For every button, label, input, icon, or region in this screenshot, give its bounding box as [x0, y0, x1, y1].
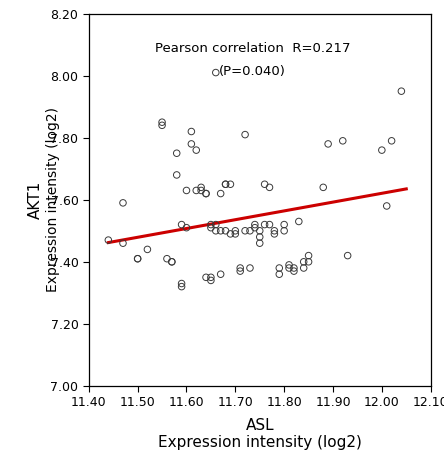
Point: [119, 199, 127, 207]
Point: [173, 150, 180, 157]
Point: [266, 221, 273, 228]
X-axis label: ASL
Expression intensity (log2): ASL Expression intensity (log2): [158, 418, 362, 450]
Text: (P=0.040): (P=0.040): [219, 65, 286, 78]
Point: [261, 221, 268, 228]
Point: [173, 171, 180, 178]
Point: [222, 227, 229, 234]
Point: [344, 252, 351, 259]
Text: Expression intensity (log2): Expression intensity (log2): [46, 107, 60, 292]
Point: [217, 227, 224, 234]
Point: [134, 255, 141, 262]
Point: [256, 233, 263, 241]
Point: [281, 221, 288, 228]
Point: [217, 271, 224, 278]
Point: [285, 262, 293, 269]
Point: [207, 274, 214, 281]
Point: [271, 227, 278, 234]
Point: [202, 190, 210, 197]
Point: [207, 224, 214, 232]
Point: [300, 258, 307, 266]
Point: [198, 184, 205, 191]
Point: [305, 252, 312, 259]
Point: [222, 181, 229, 188]
Point: [207, 277, 214, 284]
Point: [290, 267, 297, 275]
Point: [398, 88, 405, 95]
Point: [285, 264, 293, 271]
Point: [242, 131, 249, 138]
Point: [295, 218, 302, 225]
Point: [266, 184, 273, 191]
Point: [202, 190, 210, 197]
Point: [261, 181, 268, 188]
Point: [237, 264, 244, 271]
Point: [178, 283, 185, 290]
Point: [256, 240, 263, 247]
Point: [246, 227, 254, 234]
Point: [119, 240, 127, 247]
Point: [159, 122, 166, 129]
Point: [305, 258, 312, 266]
Point: [227, 230, 234, 237]
Point: [168, 258, 175, 266]
Point: [339, 137, 346, 144]
Point: [134, 255, 141, 262]
Point: [144, 246, 151, 253]
Point: [193, 187, 200, 194]
Point: [178, 221, 185, 228]
Point: [383, 202, 390, 210]
Point: [227, 181, 234, 188]
Point: [232, 230, 239, 237]
Point: [242, 227, 249, 234]
Point: [251, 221, 258, 228]
Point: [198, 187, 205, 194]
Point: [178, 280, 185, 287]
Point: [237, 267, 244, 275]
Point: [276, 264, 283, 271]
Text: AKT1: AKT1: [28, 181, 44, 219]
Point: [159, 118, 166, 126]
Point: [300, 264, 307, 271]
Point: [212, 227, 219, 234]
Point: [212, 221, 219, 228]
Point: [163, 255, 170, 262]
Point: [378, 147, 385, 154]
Point: [202, 274, 210, 281]
Text: Pearson correlation  R=0.217: Pearson correlation R=0.217: [155, 42, 350, 54]
Point: [276, 271, 283, 278]
Point: [188, 128, 195, 135]
Point: [388, 137, 395, 144]
Point: [290, 264, 297, 271]
Point: [105, 237, 112, 244]
Point: [271, 230, 278, 237]
Point: [232, 227, 239, 234]
Point: [183, 187, 190, 194]
Point: [207, 221, 214, 228]
Point: [246, 264, 254, 271]
Point: [251, 224, 258, 232]
Point: [256, 227, 263, 234]
Point: [217, 190, 224, 197]
Point: [168, 258, 175, 266]
Point: [183, 224, 190, 232]
Point: [212, 69, 219, 76]
Point: [281, 227, 288, 234]
Point: [320, 184, 327, 191]
Point: [222, 181, 229, 188]
Point: [193, 147, 200, 154]
Point: [188, 140, 195, 148]
Point: [325, 140, 332, 148]
